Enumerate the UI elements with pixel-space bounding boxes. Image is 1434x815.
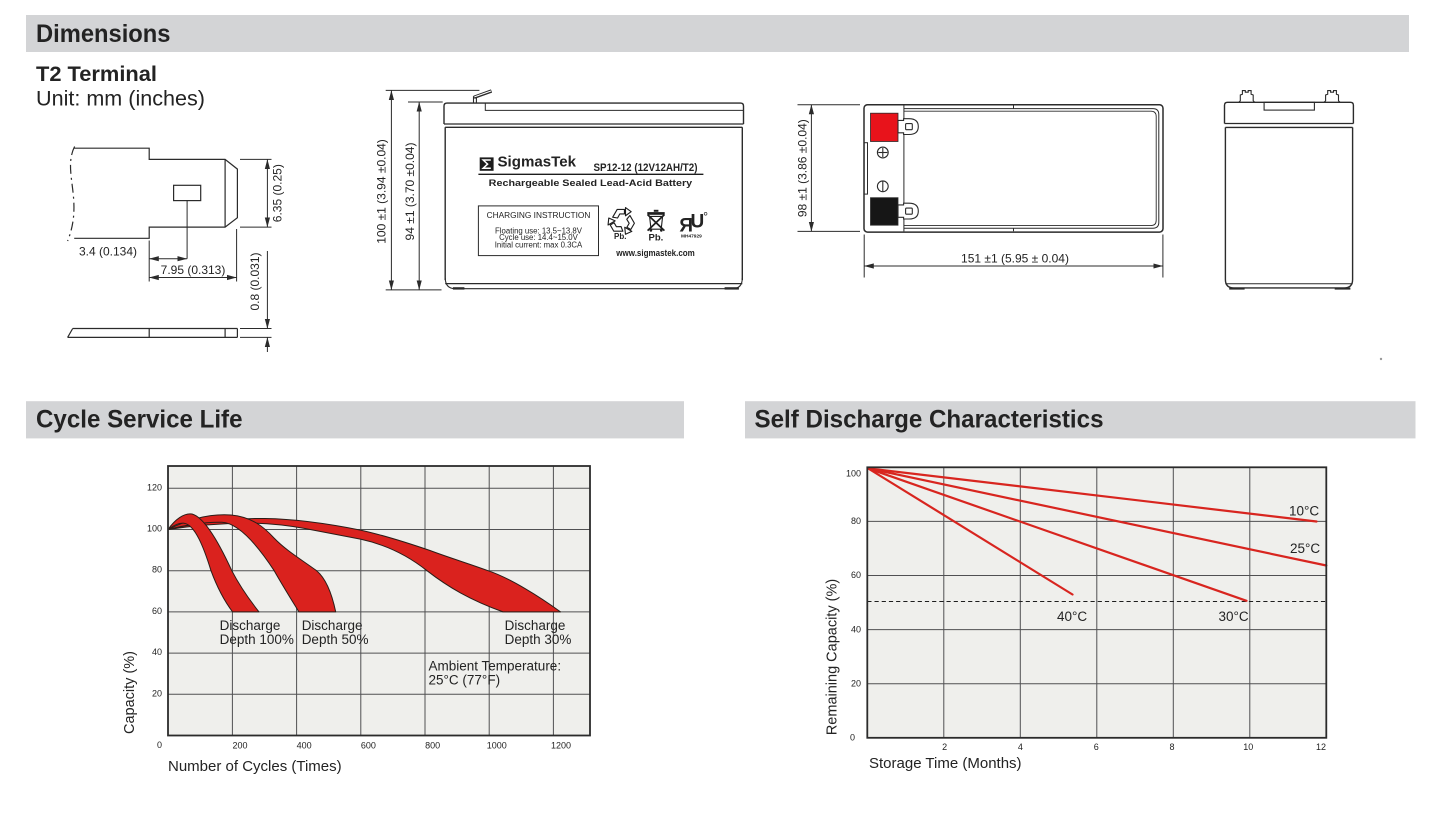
svg-text:1000: 1000 xyxy=(487,740,507,750)
svg-text:Discharge: Discharge xyxy=(302,618,363,633)
svg-text:60: 60 xyxy=(851,570,861,580)
svg-text:Capacity (%): Capacity (%) xyxy=(122,651,138,734)
svg-text:Depth 100%: Depth 100% xyxy=(220,632,294,647)
svg-text:25°C (77°F): 25°C (77°F) xyxy=(429,673,501,688)
svg-text:30°C: 30°C xyxy=(1219,609,1249,624)
svg-text:25°C: 25°C xyxy=(1290,541,1320,556)
svg-text:6.35 (0.25): 6.35 (0.25) xyxy=(271,164,285,222)
svg-text:40: 40 xyxy=(152,647,162,657)
svg-text:20: 20 xyxy=(851,678,861,688)
svg-text:Rechargeable Sealed Lead-Acid: Rechargeable Sealed Lead-Acid Battery xyxy=(489,178,693,188)
svg-text:Number of Cycles (Times): Number of Cycles (Times) xyxy=(168,758,342,775)
svg-text:120: 120 xyxy=(147,483,162,493)
svg-text:Discharge: Discharge xyxy=(220,618,281,633)
svg-text:Discharge: Discharge xyxy=(505,618,566,633)
svg-text:R: R xyxy=(679,216,693,237)
svg-text:1200: 1200 xyxy=(551,740,571,750)
svg-text:8: 8 xyxy=(1169,742,1174,752)
svg-text:0: 0 xyxy=(850,733,855,743)
svg-text:40: 40 xyxy=(851,624,861,634)
svg-text:12: 12 xyxy=(1316,742,1326,752)
svg-text:SigmasTek: SigmasTek xyxy=(498,155,577,171)
svg-text:Depth 30%: Depth 30% xyxy=(505,632,572,647)
svg-text:Floating use: 13.5~13.8V: Floating use: 13.5~13.8V xyxy=(495,226,583,235)
svg-text:7.95 (0.313): 7.95 (0.313) xyxy=(161,263,226,277)
svg-text:20: 20 xyxy=(152,688,162,698)
svg-text:6: 6 xyxy=(1094,742,1099,752)
svg-text:T2 Terminal: T2 Terminal xyxy=(36,62,157,86)
svg-text:Pb.: Pb. xyxy=(614,232,626,241)
svg-text:Remaining Capacity (%): Remaining Capacity (%) xyxy=(825,579,841,735)
svg-text:3.4 (0.134): 3.4 (0.134) xyxy=(79,245,137,259)
svg-text:98 ±1 (3.86 ±0.04): 98 ±1 (3.86 ±0.04) xyxy=(796,119,810,217)
svg-text:MH47929: MH47929 xyxy=(681,234,702,240)
svg-text:0.8 (0.031): 0.8 (0.031) xyxy=(248,252,262,310)
svg-text:4: 4 xyxy=(1018,742,1023,752)
svg-text:80: 80 xyxy=(152,565,162,575)
svg-text:100: 100 xyxy=(147,524,162,534)
svg-text:Dimensions: Dimensions xyxy=(36,20,171,48)
svg-text:100: 100 xyxy=(846,468,861,478)
svg-text:Self Discharge Characteristics: Self Discharge Characteristics xyxy=(755,405,1104,433)
svg-text:40°C: 40°C xyxy=(1057,609,1087,624)
svg-text:600: 600 xyxy=(361,740,376,750)
svg-text:2: 2 xyxy=(942,742,947,752)
svg-text:151 ±1 (5.95 ± 0.04): 151 ±1 (5.95 ± 0.04) xyxy=(961,251,1069,265)
svg-text:Ambient Temperature:: Ambient Temperature: xyxy=(429,659,562,674)
svg-text:100 ±1 (3.94 ±0.04): 100 ±1 (3.94 ±0.04) xyxy=(375,139,389,244)
svg-text:Cycle Service Life: Cycle Service Life xyxy=(36,405,243,433)
svg-text:400: 400 xyxy=(297,740,312,750)
svg-text:10°C: 10°C xyxy=(1289,504,1319,519)
svg-text:0: 0 xyxy=(157,740,162,750)
svg-text:U: U xyxy=(691,212,705,233)
svg-text:CHARGING INSTRUCTION: CHARGING INSTRUCTION xyxy=(487,210,591,220)
svg-text:Initial current: max 0.3CA: Initial current: max 0.3CA xyxy=(495,241,583,250)
svg-text:Cycle use: 14.4~15.0V: Cycle use: 14.4~15.0V xyxy=(499,233,578,242)
svg-text:60: 60 xyxy=(152,606,162,616)
svg-text:94 ±1 (3.70 ±0.04): 94 ±1 (3.70 ±0.04) xyxy=(403,143,417,241)
svg-text:SP12-12 (12V12AH/T2): SP12-12 (12V12AH/T2) xyxy=(594,162,698,174)
svg-text:Unit: mm (inches): Unit: mm (inches) xyxy=(36,86,205,110)
svg-text:10: 10 xyxy=(1243,742,1253,752)
svg-text:Storage Time (Months): Storage Time (Months) xyxy=(869,755,1022,772)
svg-text:www.sigmastek.com: www.sigmastek.com xyxy=(615,248,694,258)
svg-text:Depth 50%: Depth 50% xyxy=(302,632,369,647)
svg-text:80: 80 xyxy=(851,516,861,526)
svg-text:Pb.: Pb. xyxy=(649,233,664,244)
svg-text:200: 200 xyxy=(232,740,247,750)
svg-text:800: 800 xyxy=(425,740,440,750)
